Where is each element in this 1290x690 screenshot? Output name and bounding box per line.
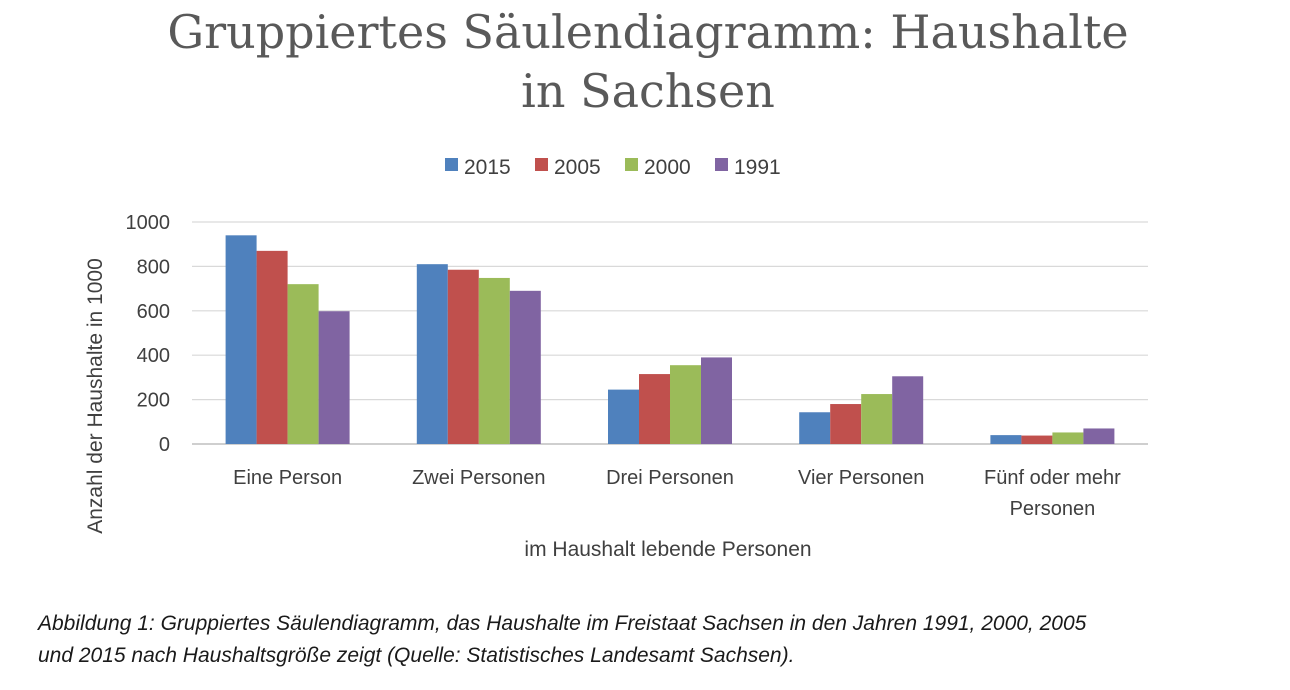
bar-2000-2 — [478, 277, 510, 444]
grouped-bar-chart: Gruppiertes Säulendiagramm: Haushaltein … — [84, 5, 1148, 561]
chart-legend: 2015 2005 2000 1991 — [445, 156, 781, 179]
x-category-label: Eine Person — [233, 467, 342, 489]
bar-2005-2 — [447, 269, 479, 444]
bar-2000-3 — [670, 365, 701, 444]
figure-caption: Abbildung 1: Gruppiertes Säulendiagramm,… — [38, 608, 1278, 672]
y-tick-label: 1000 — [126, 212, 171, 234]
legend-label-2005: 2005 — [554, 156, 601, 179]
bar-2015-1 — [225, 235, 257, 444]
bar-2005-4 — [830, 404, 862, 444]
x-category-label: Vier Personen — [798, 467, 924, 489]
y-axis-title: Anzahl der Haushalte in 1000 — [84, 258, 107, 534]
bar-2005-5 — [1021, 435, 1053, 444]
bar-1991-5 — [1083, 428, 1115, 444]
legend-swatch-2000 — [625, 158, 638, 171]
bar-1991-4 — [892, 376, 924, 444]
x-category-label: Personen — [1010, 498, 1096, 520]
legend-label-1991: 1991 — [734, 156, 781, 179]
x-category-label: Zwei Personen — [412, 467, 545, 489]
x-category-label: Drei Personen — [606, 467, 734, 489]
legend-swatch-2005 — [535, 158, 548, 171]
bar-2005-3 — [639, 374, 670, 444]
y-tick-label: 200 — [137, 390, 170, 412]
legend-swatch-2015 — [445, 158, 458, 171]
legend-label-2015: 2015 — [464, 156, 511, 179]
bar-1991-1 — [318, 311, 350, 444]
y-tick-label: 600 — [137, 301, 170, 323]
gridlines — [192, 221, 1148, 445]
y-axis-ticks: 0 200 400 600 800 1000 — [126, 212, 171, 456]
bar-2005-1 — [256, 250, 288, 444]
bar-2015-3 — [608, 389, 639, 444]
chart-title-line-2: in Sachsen — [521, 64, 775, 118]
legend-label-2000: 2000 — [644, 156, 691, 179]
bar-2015-4 — [799, 412, 831, 444]
bar-2015-2 — [416, 264, 448, 444]
x-axis-categories: Eine Person Zwei Personen Drei Personen Vie… — [233, 467, 1121, 520]
caption-line-2: und 2015 nach Haushaltsgröße zeigt (Quel… — [38, 644, 795, 667]
x-category-label: Fünf oder mehr — [984, 467, 1121, 489]
caption-line-1: Abbildung 1: Gruppiertes Säulendiagramm,… — [38, 612, 1087, 635]
bars — [225, 235, 1115, 444]
legend-swatch-1991 — [715, 158, 728, 171]
y-tick-label: 0 — [159, 434, 170, 456]
bar-1991-2 — [509, 290, 541, 444]
y-tick-label: 800 — [137, 256, 170, 278]
y-tick-label: 400 — [137, 345, 170, 367]
bar-2000-1 — [287, 284, 319, 444]
chart-title: Gruppiertes Säulendiagramm: Haushaltein … — [167, 5, 1128, 118]
bar-2000-4 — [861, 394, 893, 444]
bar-1991-3 — [701, 357, 732, 444]
bar-2000-5 — [1052, 432, 1084, 444]
chart-title-line-1: Gruppiertes Säulendiagramm: Haushalte — [167, 5, 1128, 59]
bar-2015-5 — [990, 435, 1022, 444]
x-axis-title: im Haushalt lebende Personen — [524, 538, 811, 561]
